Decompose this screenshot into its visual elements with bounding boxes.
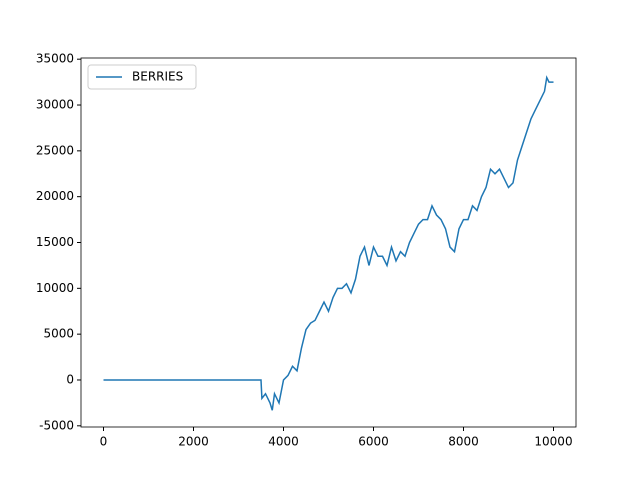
y-tick-label: 25000 [36,143,74,157]
data-line [103,75,554,411]
legend-box [87,64,197,90]
x-tick-label: 0 [100,435,108,449]
x-tick-label: 8000 [448,435,479,449]
legend-label: BERRIES [132,70,183,84]
x-tick-label: 10000 [534,435,572,449]
y-tick-label: 0 [66,372,74,386]
y-tick-label: 20000 [36,189,74,203]
x-tick-label: 6000 [358,435,389,449]
y-tick-label: 15000 [36,235,74,249]
y-tick-label: 30000 [36,98,74,112]
plot-frame [80,57,577,428]
y-tick-label: -5000 [39,418,74,432]
x-tick-label: 2000 [178,435,209,449]
y-tick-label: 10000 [36,281,74,295]
x-tick-label: 4000 [268,435,299,449]
y-tick-label: 35000 [36,52,74,66]
y-tick-label: 5000 [43,327,74,341]
